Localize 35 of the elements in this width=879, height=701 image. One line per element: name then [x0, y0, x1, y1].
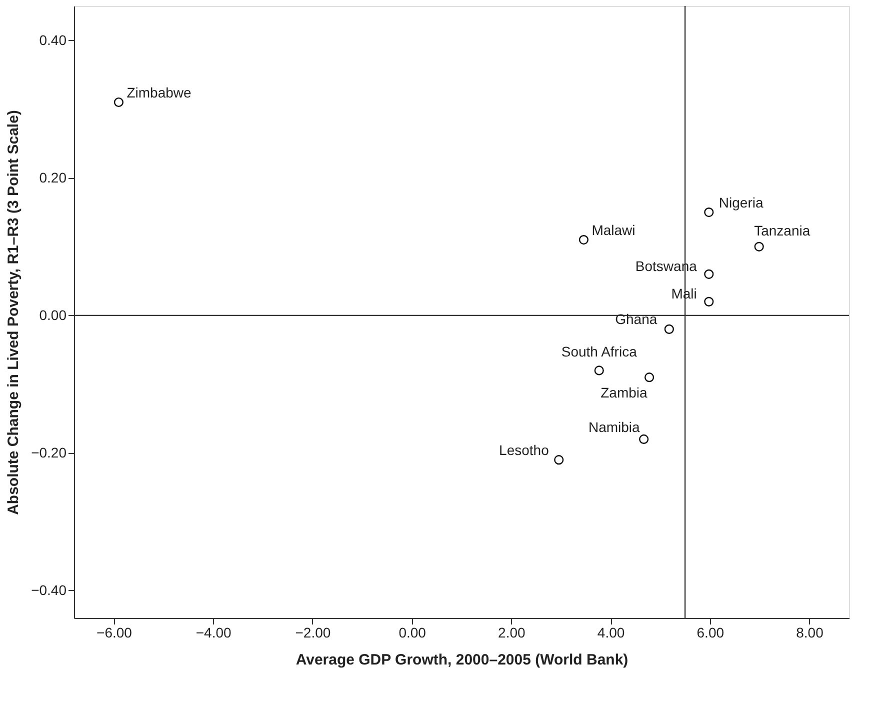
annotation: Namibia	[588, 419, 640, 436]
x-tick-label: 8.00	[796, 624, 824, 640]
x-tick-label: −2.00	[295, 624, 331, 640]
annotation: Ghana	[615, 311, 658, 328]
x-axis-title: Average GDP Growth, 2000–2005 (World Bank)	[296, 652, 628, 668]
x-tick-label: 6.00	[696, 624, 724, 640]
x-tick-label: −4.00	[196, 624, 232, 640]
point	[704, 208, 714, 218]
y-tick-label: 0.00	[39, 306, 67, 323]
point	[704, 296, 714, 306]
y-tick-label: 0.20	[39, 169, 67, 186]
point	[644, 372, 654, 382]
point	[754, 242, 764, 252]
annotation: Nigeria	[718, 194, 764, 210]
annotation: Lesotho	[499, 442, 550, 458]
x-tick-label: 0.00	[398, 624, 426, 640]
x-tick-label: 4.00	[597, 624, 625, 640]
point	[704, 269, 714, 279]
point	[594, 366, 604, 376]
point	[114, 97, 124, 108]
y-tick-label: 0.40	[39, 32, 67, 48]
point	[554, 455, 564, 465]
annotation: Zimbabwe	[126, 84, 192, 100]
annotation: Zambia	[600, 384, 648, 400]
x-tick-label: 2.00	[498, 624, 526, 640]
x-tick-label: −6.00	[96, 624, 132, 640]
point	[639, 434, 649, 444]
y-tick-label: −0.20	[31, 444, 67, 460]
point	[578, 235, 588, 245]
annotation: South Africa	[561, 343, 638, 360]
annotation: Tanzania	[754, 222, 810, 239]
annotation: Malawi	[592, 222, 636, 238]
y-tick-label: −0.40	[31, 582, 67, 598]
y-axis-title: Absolute Change in Lived Poverty, R1–R3 (3 Point Scale)	[5, 110, 22, 515]
point	[664, 324, 674, 334]
